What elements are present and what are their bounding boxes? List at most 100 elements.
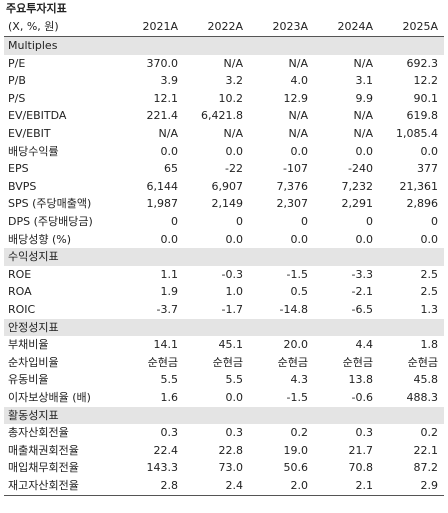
row-label: ROE [8,267,32,281]
data-row: SPS (주당매출액) 1,987 2,149 2,307 2,291 2,896 [4,195,444,213]
cell-value: 순현금 [212,355,243,369]
cell-value: N/A [288,109,308,123]
cell-value: 2.1 [355,479,374,492]
section-label: Multiples [8,39,58,52]
row-label: 매입채무회전율 [8,461,79,475]
row-label: EV/EBIT [8,127,51,140]
cell-value: 143.3 [146,461,179,475]
row-label: 순차입비율 [8,355,59,369]
cell-value: 377 [417,162,438,176]
cell-value: 65 [164,162,178,176]
data-row: EV/EBIT N/A N/A N/A N/A 1,085.4 [4,125,444,143]
cell-value: -14.8 [279,303,308,316]
data-row: 매입채무회전율 143.3 73.0 50.6 70.8 87.2 [4,459,444,477]
cell-value: 9.9 [355,91,374,105]
cell-value: 12.1 [153,91,179,105]
cell-value: 22.1 [413,443,439,457]
header-row: (X, %, 원) 2021A 2022A 2023A 2024A 2025A [4,18,444,37]
data-row: 배당성향 (%) 0.0 0.0 0.0 0.0 0.0 [4,231,444,249]
cell-value: 2,307 [276,197,309,211]
cell-value: 0.2 [420,426,439,440]
row-label: 유동비율 [8,373,49,387]
data-row: 재고자산회전율 2.8 2.4 2.0 2.1 2.9 [4,477,444,496]
cell-value: 19.0 [283,443,309,457]
cell-value: 2,149 [211,197,244,211]
data-row: EV/EBITDA 221.4 6,421.8 N/A N/A 619.8 [4,107,444,125]
row-label: DPS (주당배당금) [8,215,93,228]
data-row: ROIC -3.7 -1.7 -14.8 -6.5 1.3 [4,301,444,319]
cell-value: 1.3 [420,303,439,316]
cell-value: 2.0 [290,479,309,492]
cell-value: -3.3 [351,267,373,281]
cell-value: 0 [431,215,438,228]
unit-label: (X, %, 원) [8,20,59,33]
section-label: 활동성지표 [8,408,59,422]
cell-value: 22.4 [153,443,179,457]
cell-value: 50.6 [283,461,309,475]
cell-value: 619.8 [406,109,439,123]
cell-value: 12.2 [413,74,439,88]
cell-value: N/A [223,56,243,70]
cell-value: 488.3 [406,391,439,404]
section-row: 안정성지표 [4,318,444,337]
cell-value: 1,987 [146,197,179,211]
cell-value: 0.0 [225,144,244,158]
cell-value: N/A [158,127,178,140]
cell-value: 21.7 [348,443,374,457]
section-row: 수익성지표 [4,248,444,266]
cell-value: 2.5 [420,267,439,281]
cell-value: 0.0 [160,144,179,158]
column-header: 2021A [142,20,178,33]
cell-value: N/A [353,127,373,140]
cell-value: 2,896 [406,197,439,211]
cell-value: N/A [353,56,373,70]
cell-value: -1.5 [286,267,308,281]
cell-value: 1.8 [420,338,439,352]
cell-value: -240 [348,162,373,176]
section-row: 활동성지표 [4,406,444,425]
cell-value: 0 [171,215,178,228]
cell-value: 12.9 [283,91,309,105]
data-row: BVPS 6,144 6,907 7,376 7,232 21,361 [4,178,444,196]
cell-value: 0.3 [160,426,179,440]
cell-value: 5.5 [160,373,179,387]
row-label: 매출채권회전율 [8,443,79,457]
cell-value: 10.2 [218,91,244,105]
data-row: ROE 1.1 -0.3 -1.5 -3.3 2.5 [4,266,444,284]
cell-value: 5.5 [225,373,244,387]
cell-value: 90.1 [413,91,439,105]
cell-value: -0.6 [351,391,373,404]
cell-value: 45.1 [218,338,244,352]
section-label: 안정성지표 [8,320,59,334]
cell-value: 22.8 [218,443,244,457]
cell-value: 3.2 [225,74,244,88]
cell-value: 20.0 [283,338,309,352]
data-row: 유동비율 5.5 5.5 4.3 13.8 45.8 [4,371,444,389]
cell-value: 21,361 [399,179,439,193]
cell-value: 70.8 [348,461,374,475]
column-header: 2023A [272,20,308,33]
cell-value: 1,085.4 [396,127,438,140]
row-label: P/E [8,56,26,70]
cell-value: 0 [236,215,243,228]
cell-value: -0.3 [221,267,243,281]
section-row: Multiples [4,37,444,55]
cell-value: 0.0 [420,232,439,246]
cell-value: 순현금 [277,355,308,369]
row-label: 부채비율 [8,338,49,352]
cell-value: -2.1 [351,285,373,299]
row-label: EPS [8,162,29,176]
row-label: 총자산회전율 [8,426,69,440]
cell-value: 2.8 [160,479,179,492]
cell-value: 순현금 [147,355,178,369]
cell-value: -3.7 [156,303,178,316]
row-label: BVPS [8,179,37,193]
cell-value: 73.0 [218,461,244,475]
cell-value: 2.9 [420,479,439,492]
data-row: EPS 65 -22 -107 -240 377 [4,160,444,178]
cell-value: 3.1 [355,74,374,88]
cell-value: 0.0 [225,391,244,404]
cell-value: 6,907 [211,179,244,193]
cell-value: 0.0 [290,232,309,246]
